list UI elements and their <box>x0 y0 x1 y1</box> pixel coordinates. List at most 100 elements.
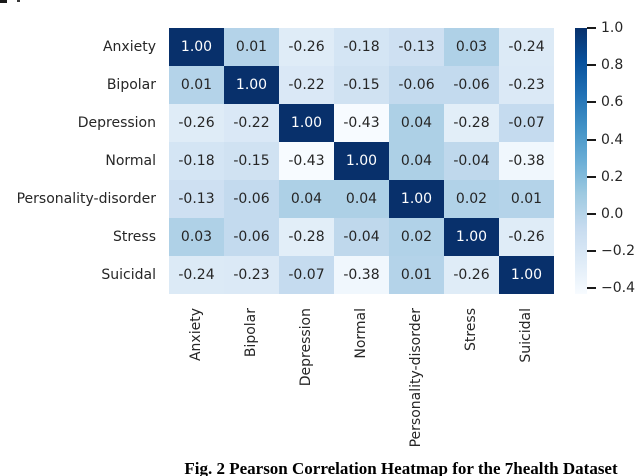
heatmap-cell: -0.26 <box>169 104 224 142</box>
heatmap-cell: -0.22 <box>224 104 279 142</box>
y-tick-label: Depression <box>77 115 156 131</box>
cell-value: -0.43 <box>343 115 380 131</box>
y-tick-label: Stress <box>112 229 156 245</box>
cell-value: -0.04 <box>343 229 380 245</box>
colorbar-tick-label: −0.4 <box>601 280 635 296</box>
cell-value: -0.18 <box>343 39 380 55</box>
heatmap-cell: -0.26 <box>444 256 499 294</box>
heatmap-cell: -0.23 <box>499 66 554 104</box>
colorbar-tick-mark <box>587 27 596 29</box>
cell-value: -0.06 <box>233 229 270 245</box>
colorbar-tick-mark <box>587 213 596 215</box>
heatmap-cell: -0.43 <box>334 104 389 142</box>
cell-value: -0.15 <box>343 77 380 93</box>
cell-value: -0.22 <box>233 115 270 131</box>
heatmap-cell: -0.07 <box>499 104 554 142</box>
cell-value: -0.26 <box>178 115 215 131</box>
colorbar-tick-mark <box>587 64 596 66</box>
heatmap-cell: -0.13 <box>389 28 444 66</box>
x-tick-label: Bipolar <box>243 308 259 358</box>
heatmap-cell: -0.28 <box>444 104 499 142</box>
cell-value: 0.01 <box>180 77 213 93</box>
x-tick-label: Normal <box>353 308 369 359</box>
cell-value: -0.22 <box>288 77 325 93</box>
y-tick-label: Anxiety <box>102 39 156 55</box>
heatmap-cell: 0.02 <box>444 180 499 218</box>
heatmap-cell: -0.24 <box>499 28 554 66</box>
heatmap-cell: -0.23 <box>224 256 279 294</box>
cell-value: -0.07 <box>508 115 545 131</box>
cell-value: -0.26 <box>453 267 490 283</box>
cell-value: 0.01 <box>235 39 268 55</box>
y-tick-label: Personality-disorder <box>16 191 156 207</box>
heatmap-cell: 1.00 <box>499 256 554 294</box>
heatmap-cell: -0.15 <box>224 142 279 180</box>
heatmap-cell: -0.15 <box>334 66 389 104</box>
colorbar-tick-label: 0.4 <box>601 132 624 148</box>
heatmap-cell: -0.28 <box>279 218 334 256</box>
cell-value: 0.04 <box>400 115 433 131</box>
heatmap-cell: 0.04 <box>334 180 389 218</box>
heatmap-cell: -0.18 <box>169 142 224 180</box>
cell-value: -0.28 <box>453 115 490 131</box>
heatmap-cell: 0.02 <box>389 218 444 256</box>
cell-value: 0.04 <box>345 191 378 207</box>
colorbar-tick-mark <box>587 250 596 252</box>
colorbar-tick-label: 0.0 <box>601 206 624 222</box>
colorbar-tick-mark <box>587 176 596 178</box>
heatmap-cell: -0.07 <box>279 256 334 294</box>
heatmap-cell: 1.00 <box>334 142 389 180</box>
cell-value: 0.03 <box>455 39 488 55</box>
colorbar-tick-label: 0.8 <box>601 57 624 73</box>
x-tick-label: Depression <box>298 308 314 387</box>
x-tick-label: Anxiety <box>188 308 204 362</box>
heatmap-cell: -0.06 <box>224 180 279 218</box>
cell-value: 0.01 <box>400 267 433 283</box>
heatmap-cell: -0.24 <box>169 256 224 294</box>
cell-value: -0.38 <box>343 267 380 283</box>
heatmap-cell: 1.00 <box>444 218 499 256</box>
colorbar-tick-label: 0.6 <box>601 94 624 110</box>
heatmap-cell: 0.03 <box>169 218 224 256</box>
cell-value: 1.00 <box>400 191 433 207</box>
cell-value: 1.00 <box>180 39 213 55</box>
cell-value: -0.13 <box>398 39 435 55</box>
colorbar-tick-mark <box>587 287 596 289</box>
cell-value: -0.38 <box>508 153 545 169</box>
heatmap-cell: -0.04 <box>334 218 389 256</box>
heatmap-cell: -0.22 <box>279 66 334 104</box>
heatmap-cell: -0.38 <box>334 256 389 294</box>
heatmap-cell: -0.06 <box>389 66 444 104</box>
cell-value: -0.24 <box>508 39 545 55</box>
heatmap-cell: -0.38 <box>499 142 554 180</box>
colorbar-tick-label: 0.2 <box>601 169 624 185</box>
heatmap-cell: 0.03 <box>444 28 499 66</box>
heatmap-cell: 0.04 <box>279 180 334 218</box>
colorbar-tick-label: −0.2 <box>601 243 635 259</box>
cell-value: -0.15 <box>233 153 270 169</box>
cell-value: 0.04 <box>290 191 323 207</box>
colorbar-tick-mark <box>587 101 596 103</box>
heatmap-cell: 0.01 <box>224 28 279 66</box>
heatmap-cell: 0.04 <box>389 104 444 142</box>
colorbar-tick-label: 1.0 <box>601 20 624 36</box>
heatmap-cell: -0.18 <box>334 28 389 66</box>
cell-value: -0.43 <box>288 153 325 169</box>
cell-value: 0.03 <box>180 229 213 245</box>
cell-value: 1.00 <box>290 115 323 131</box>
heatmap-cell: 1.00 <box>169 28 224 66</box>
x-tick-label: Suicidal <box>518 308 534 363</box>
cell-value: 1.00 <box>235 77 268 93</box>
heatmap-cell: 0.01 <box>169 66 224 104</box>
cell-value: 0.04 <box>400 153 433 169</box>
heatmap-cell: -0.26 <box>279 28 334 66</box>
cell-value: -0.06 <box>233 191 270 207</box>
heatmap-cell: 1.00 <box>279 104 334 142</box>
cell-value: -0.07 <box>288 267 325 283</box>
heatmap-cell: -0.26 <box>499 218 554 256</box>
y-tick-label: Bipolar <box>106 77 156 93</box>
crop-artifact-dot <box>17 0 20 2</box>
cell-value: -0.13 <box>178 191 215 207</box>
heatmap-cell: -0.06 <box>224 218 279 256</box>
